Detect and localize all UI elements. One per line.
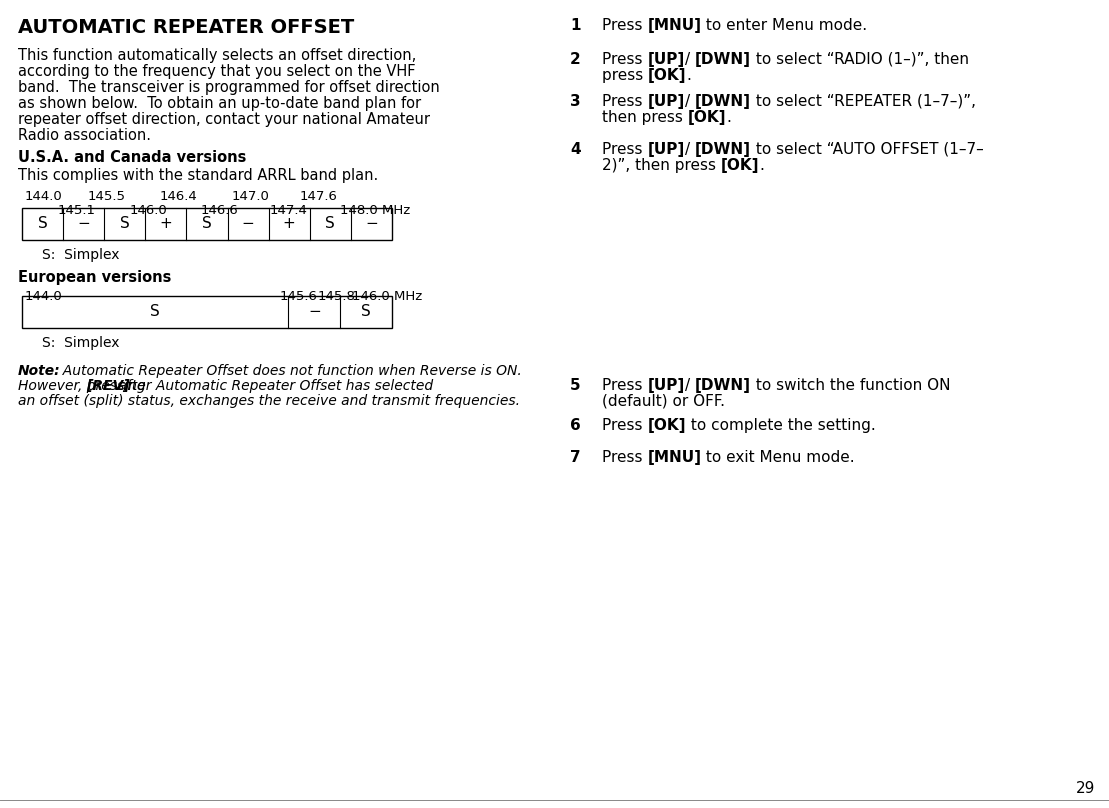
Text: 7: 7 [570,450,581,465]
Text: −: − [78,217,90,232]
Text: Press: Press [602,378,648,393]
Text: 146.0 MHz: 146.0 MHz [352,290,423,303]
Text: S: S [202,217,212,232]
Text: 146.0: 146.0 [130,204,167,217]
Text: Press: Press [602,18,648,33]
Text: repeater offset direction, contact your national Amateur: repeater offset direction, contact your … [18,112,430,127]
Text: Press: Press [602,142,648,157]
Text: band.  The transceiver is programmed for offset direction: band. The transceiver is programmed for … [18,80,440,95]
Text: +: + [160,217,172,232]
Text: S:  Simplex: S: Simplex [42,248,120,262]
Text: This function automatically selects an offset direction,: This function automatically selects an o… [18,48,416,63]
Text: 147.6: 147.6 [301,190,338,203]
Text: Radio association.: Radio association. [18,128,151,143]
Text: to switch the function ON: to switch the function ON [751,378,950,393]
Text: to enter Menu mode.: to enter Menu mode. [701,18,867,33]
Text: to select “RADIO (1–)”, then: to select “RADIO (1–)”, then [751,52,968,67]
Text: 144.0: 144.0 [26,290,63,303]
Text: +: + [283,217,296,232]
Text: 3: 3 [570,94,581,109]
Bar [22,208,391,240]
Text: (default) or OFF.: (default) or OFF. [602,394,725,409]
Text: 2)”, then press: 2)”, then press [602,158,721,173]
Text: 4: 4 [570,142,581,157]
Text: [UP]: [UP] [648,142,684,157]
Text: European versions: European versions [18,270,172,285]
Text: 145.1: 145.1 [58,204,96,217]
Text: after Automatic Repeater Offset has selected: after Automatic Repeater Offset has sele… [114,379,434,393]
Text: to select “REPEATER (1–7–)”,: to select “REPEATER (1–7–)”, [751,94,976,109]
Text: .: . [760,158,764,173]
Text: then press: then press [602,110,688,125]
Text: [DWN]: [DWN] [694,52,751,67]
Text: S:  Simplex: S: Simplex [42,336,120,350]
Text: Press: Press [602,52,648,67]
Text: /: / [684,94,694,109]
Text: Press: Press [602,94,648,109]
Text: .: . [686,68,692,83]
Text: S: S [362,305,372,319]
Text: [DWN]: [DWN] [694,94,751,109]
Text: 144.0: 144.0 [26,190,63,203]
Text: 146.6: 146.6 [201,204,238,217]
Text: [DWN]: [DWN] [694,142,751,157]
Text: 145.8: 145.8 [318,290,356,303]
Text: [DWN]: [DWN] [694,378,751,393]
Text: as shown below.  To obtain an up-to-date band plan for: as shown below. To obtain an up-to-date … [18,96,421,111]
Text: to select “AUTO OFFSET (1–7–: to select “AUTO OFFSET (1–7– [751,142,984,157]
Text: [UP]: [UP] [648,52,684,67]
Text: to complete the setting.: to complete the setting. [685,418,876,433]
Text: [UP]: [UP] [648,94,684,109]
Text: /: / [684,52,694,67]
Text: U.S.A. and Canada versions: U.S.A. and Canada versions [18,150,246,165]
Text: [OK]: [OK] [688,110,726,125]
Text: This complies with the standard ARRL band plan.: This complies with the standard ARRL ban… [18,168,378,183]
Text: /: / [684,142,694,157]
Text: S: S [151,305,160,319]
Text: 1: 1 [570,18,580,33]
Text: 147.4: 147.4 [269,204,308,217]
Text: 148.0 MHz: 148.0 MHz [340,204,410,217]
Text: [REV]: [REV] [87,379,130,393]
Text: Automatic Repeater Offset does not function when Reverse is ON.: Automatic Repeater Offset does not funct… [54,364,521,378]
Text: Note:: Note: [18,364,61,378]
Text: −: − [365,217,378,232]
Text: S: S [38,217,48,232]
Text: [MNU]: [MNU] [648,18,701,33]
Text: [MNU]: [MNU] [648,450,701,465]
Text: [OK]: [OK] [721,158,760,173]
Text: according to the frequency that you select on the VHF: according to the frequency that you sele… [18,64,416,79]
Text: 146.4: 146.4 [160,190,197,203]
Text: press: press [602,68,648,83]
Text: /: / [684,378,694,393]
Text: an offset (split) status, exchanges the receive and transmit frequencies.: an offset (split) status, exchanges the … [18,394,520,408]
Text: [UP]: [UP] [648,378,684,393]
Text: 145.6: 145.6 [279,290,318,303]
Text: −: − [308,305,321,319]
Bar [22,296,391,328]
Text: However, pressing: However, pressing [18,379,150,393]
Text: Press: Press [602,418,648,433]
Text: 145.5: 145.5 [88,190,126,203]
Text: Press: Press [602,450,648,465]
Text: 2: 2 [570,52,581,67]
Text: [OK]: [OK] [648,68,686,83]
Text: S: S [120,217,130,232]
Text: 147.0: 147.0 [232,190,269,203]
Text: −: − [242,217,254,232]
Text: 29: 29 [1076,781,1095,796]
Text: AUTOMATIC REPEATER OFFSET: AUTOMATIC REPEATER OFFSET [18,18,354,37]
Text: [OK]: [OK] [648,418,685,433]
Text: to exit Menu mode.: to exit Menu mode. [701,450,855,465]
Text: S: S [325,217,335,232]
Text: 5: 5 [570,378,581,393]
Text: 6: 6 [570,418,581,433]
Text: .: . [726,110,731,125]
